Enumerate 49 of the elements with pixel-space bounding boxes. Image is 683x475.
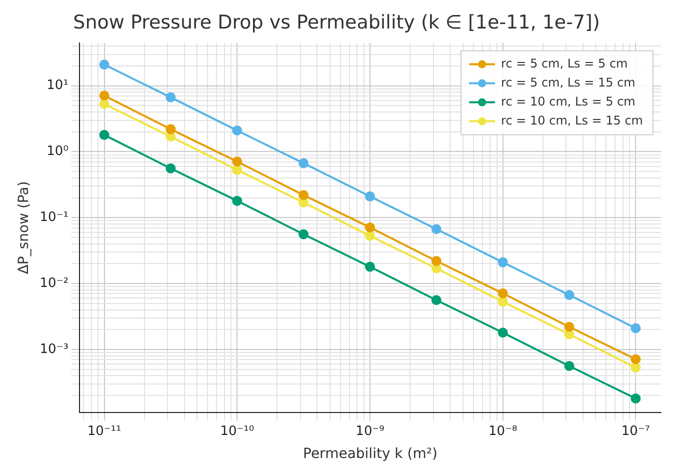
point: [498, 296, 508, 307]
point: [498, 288, 508, 298]
point: [431, 224, 442, 234]
y-tick-label: 10⁻²: [40, 276, 68, 291]
point: [166, 124, 176, 134]
point: [99, 99, 110, 110]
point: [630, 323, 641, 334]
point: [232, 126, 242, 136]
point: [364, 222, 375, 232]
x-axis-title: Permeability k (m²): [302, 446, 438, 462]
y-axis-title: ΔP_snow (Pa): [16, 181, 32, 274]
x-tick-label: 10⁻¹⁰: [220, 424, 254, 439]
point: [498, 257, 508, 268]
legend-label: rc = 5 cm, Ls = 15 cm: [501, 75, 636, 90]
point: [99, 60, 110, 70]
point: [298, 229, 309, 240]
legend-label: rc = 10 cm, Ls = 15 cm: [501, 113, 644, 128]
x-tick-label: 10⁻⁸: [488, 424, 518, 439]
point: [498, 328, 508, 338]
y-tick-label: 10⁻³: [40, 342, 68, 357]
chart-title: Snow Pressure Drop vs Permeability (k ∈ [1e-11, 1e-7]): [73, 11, 600, 34]
point: [232, 196, 242, 206]
legend-label: rc = 10 cm, Ls = 5 cm: [501, 94, 636, 108]
point: [431, 295, 442, 306]
x-tick-label: 10⁻⁷: [621, 424, 650, 439]
point: [232, 156, 242, 167]
point: [630, 362, 641, 373]
point: [630, 394, 641, 404]
point: [431, 256, 442, 266]
point: [166, 92, 176, 102]
x-tick-label: 10⁻⁹: [356, 424, 384, 439]
point: [364, 262, 375, 272]
point: [232, 164, 242, 175]
y-tick-label: 10⁰: [46, 144, 68, 160]
y-tick-label: 10⁻¹: [40, 210, 68, 226]
y-tick-label: 10¹: [46, 78, 68, 94]
point: [298, 158, 309, 168]
point: [364, 191, 375, 202]
point: [630, 354, 641, 364]
point: [564, 361, 574, 372]
x-tick-label: 10⁻¹¹: [87, 424, 122, 439]
point: [564, 322, 574, 332]
point: [99, 90, 110, 101]
point: [99, 130, 110, 140]
point: [364, 230, 375, 241]
legend-label: rc = 5 cm, Ls = 5 cm: [501, 56, 628, 70]
point: [564, 290, 574, 300]
point: [298, 190, 309, 200]
point: [166, 163, 176, 174]
